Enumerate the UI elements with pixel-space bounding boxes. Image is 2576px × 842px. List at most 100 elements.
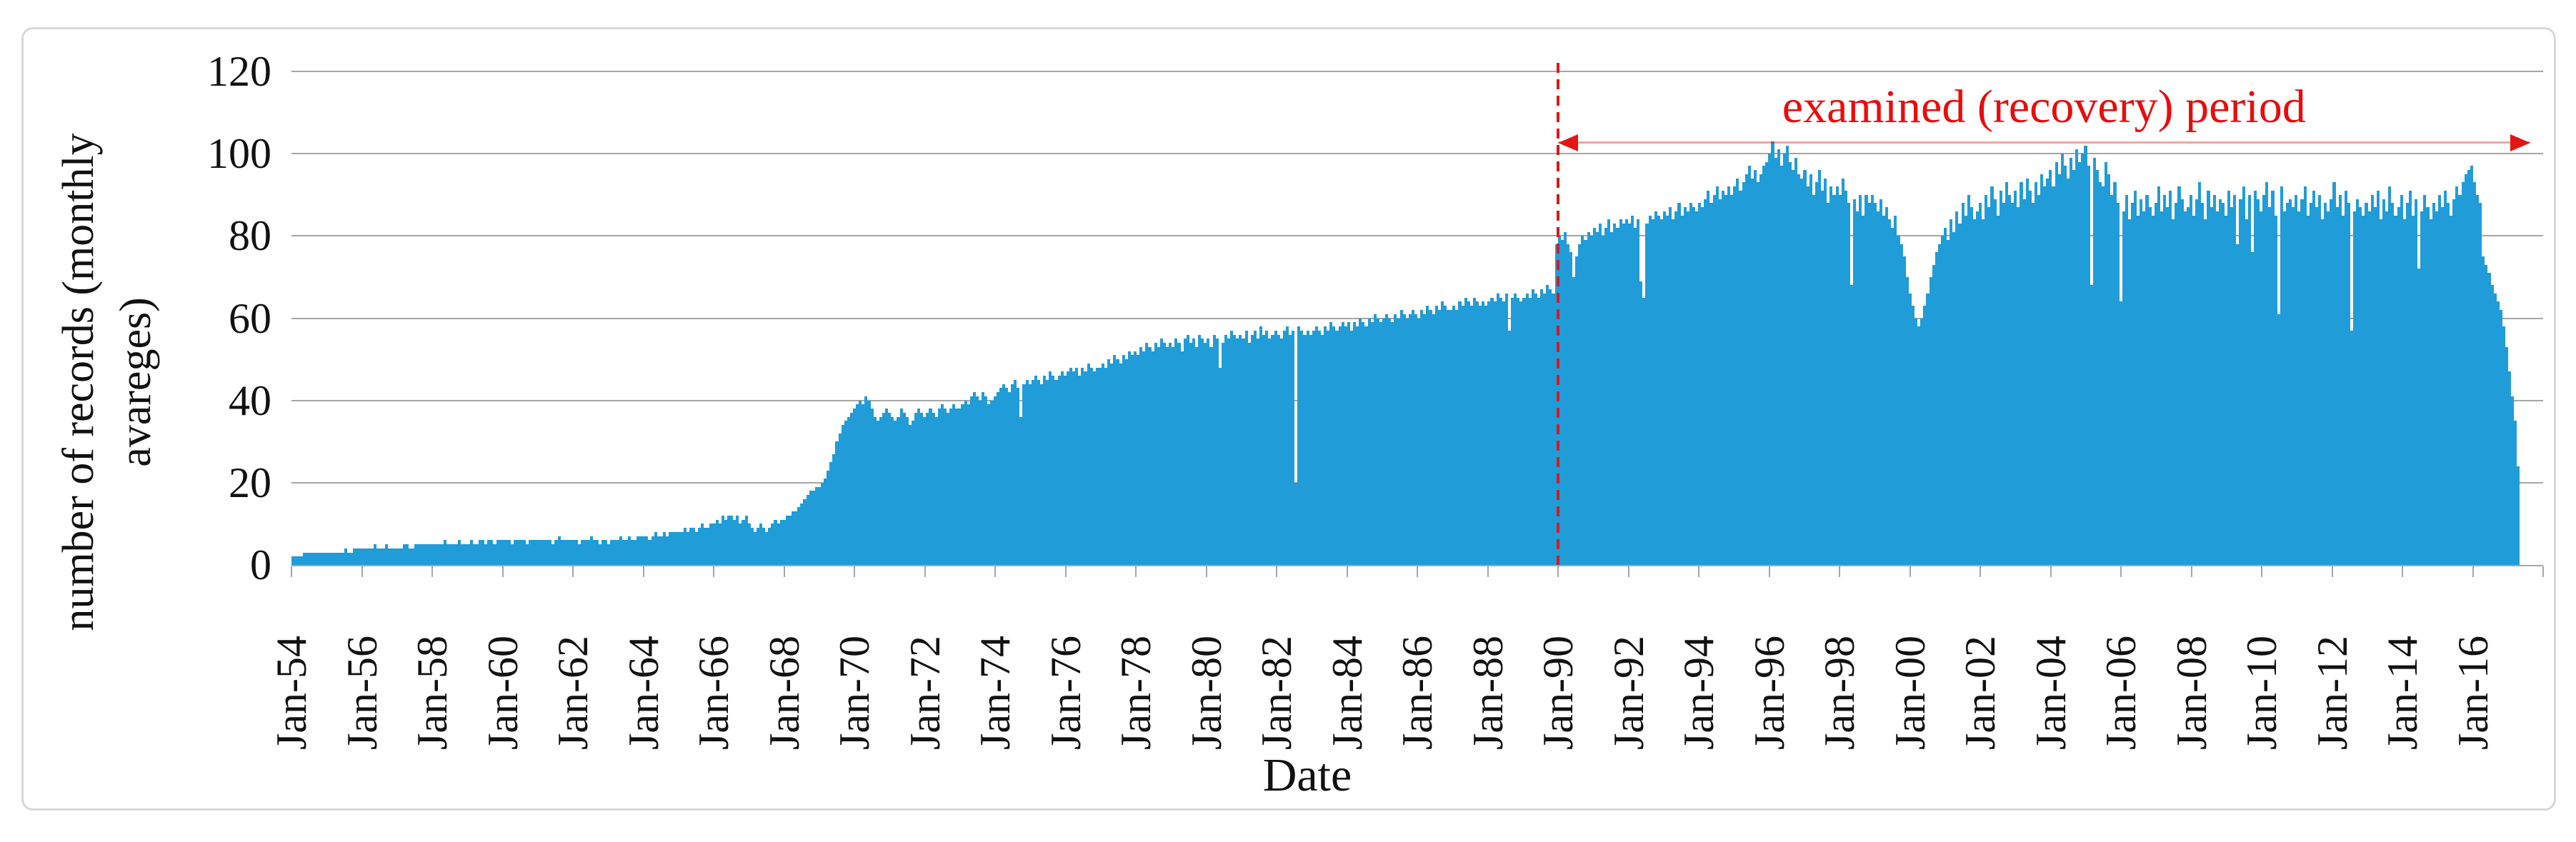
bar (426, 544, 429, 565)
bar (657, 536, 660, 565)
bar (1022, 384, 1026, 565)
x-tick-label: Jan-98 (1816, 636, 1863, 750)
bar (1376, 318, 1379, 565)
bar (800, 503, 804, 565)
bar (993, 396, 997, 565)
bar (2452, 199, 2456, 565)
bar (586, 540, 590, 565)
bar (1698, 203, 1702, 565)
bar (2247, 194, 2251, 565)
bar (1821, 191, 1824, 565)
bar (501, 540, 505, 565)
bar (1637, 219, 1640, 565)
bar (1841, 178, 1844, 565)
bar (2415, 199, 2418, 565)
bar (2239, 199, 2242, 565)
bar (566, 540, 569, 565)
bar (2362, 215, 2365, 565)
bar (785, 515, 789, 565)
bar (1230, 330, 1234, 565)
bar (484, 544, 488, 565)
bar (440, 544, 444, 565)
bar (2511, 396, 2515, 565)
bar (636, 536, 640, 565)
x-tick-label: Jan-82 (1253, 636, 1300, 750)
bar (1134, 351, 1137, 565)
bar (2008, 194, 2012, 565)
bar (1101, 363, 1105, 565)
bar (1092, 371, 1096, 565)
bar (1768, 154, 1772, 565)
bar (2458, 194, 2462, 565)
bar (882, 412, 886, 565)
bar (1321, 334, 1324, 565)
bar (1347, 322, 1350, 565)
bar (539, 540, 544, 565)
bar (1443, 306, 1447, 565)
bar (2315, 207, 2318, 565)
bar (297, 556, 301, 565)
bar (2385, 211, 2389, 565)
bar (1771, 141, 1774, 565)
bar (1265, 330, 1269, 565)
bar (431, 544, 435, 565)
bar (1049, 371, 1052, 565)
bar (1282, 330, 1286, 565)
bar (659, 536, 663, 565)
bar (1870, 194, 1874, 565)
x-tick-label: Jan-66 (690, 636, 737, 750)
bar (2482, 256, 2485, 565)
bar (1990, 186, 1994, 565)
bar (1598, 224, 1602, 565)
bar (2140, 199, 2143, 565)
bar (2420, 211, 2424, 565)
bar (1602, 236, 1605, 565)
bar (862, 404, 865, 565)
bar (420, 544, 424, 565)
x-tick-label: Jan-00 (1886, 636, 1934, 750)
bar (1976, 211, 1980, 565)
bar (1534, 293, 1537, 565)
bar (1189, 343, 1192, 565)
bar (294, 556, 298, 565)
bar (694, 531, 699, 565)
bar (718, 523, 722, 565)
bar (1104, 367, 1108, 565)
bar (1718, 199, 1722, 565)
bar (2107, 174, 2111, 565)
bar (2297, 211, 2301, 565)
bar (1747, 166, 1751, 565)
bar (2479, 203, 2482, 565)
bar (2078, 161, 2082, 565)
bar (2002, 203, 2005, 565)
bar (2282, 211, 2286, 565)
bar (707, 528, 710, 565)
bar (870, 409, 874, 565)
bar (1727, 186, 1731, 565)
bar (1753, 170, 1757, 565)
bar (2134, 191, 2137, 565)
bar (1388, 318, 1392, 565)
bar (932, 412, 935, 565)
bar (2400, 194, 2403, 565)
bar (683, 528, 687, 565)
bar (2505, 346, 2509, 565)
bar (2084, 145, 2087, 565)
bar (2224, 215, 2228, 565)
bar (1408, 314, 1412, 565)
bar (1634, 227, 1637, 565)
bar (1838, 194, 1842, 565)
bar (2487, 273, 2491, 565)
bar (1624, 219, 1628, 565)
bar (2195, 199, 2199, 565)
bar (1876, 211, 1879, 565)
bar (1174, 339, 1178, 565)
bar (1040, 384, 1044, 565)
bar (937, 409, 941, 565)
bar (1674, 211, 1678, 565)
bar (1116, 359, 1119, 565)
bar (361, 548, 365, 565)
bar (2250, 252, 2254, 565)
bar (648, 540, 652, 565)
bar (2432, 203, 2435, 565)
